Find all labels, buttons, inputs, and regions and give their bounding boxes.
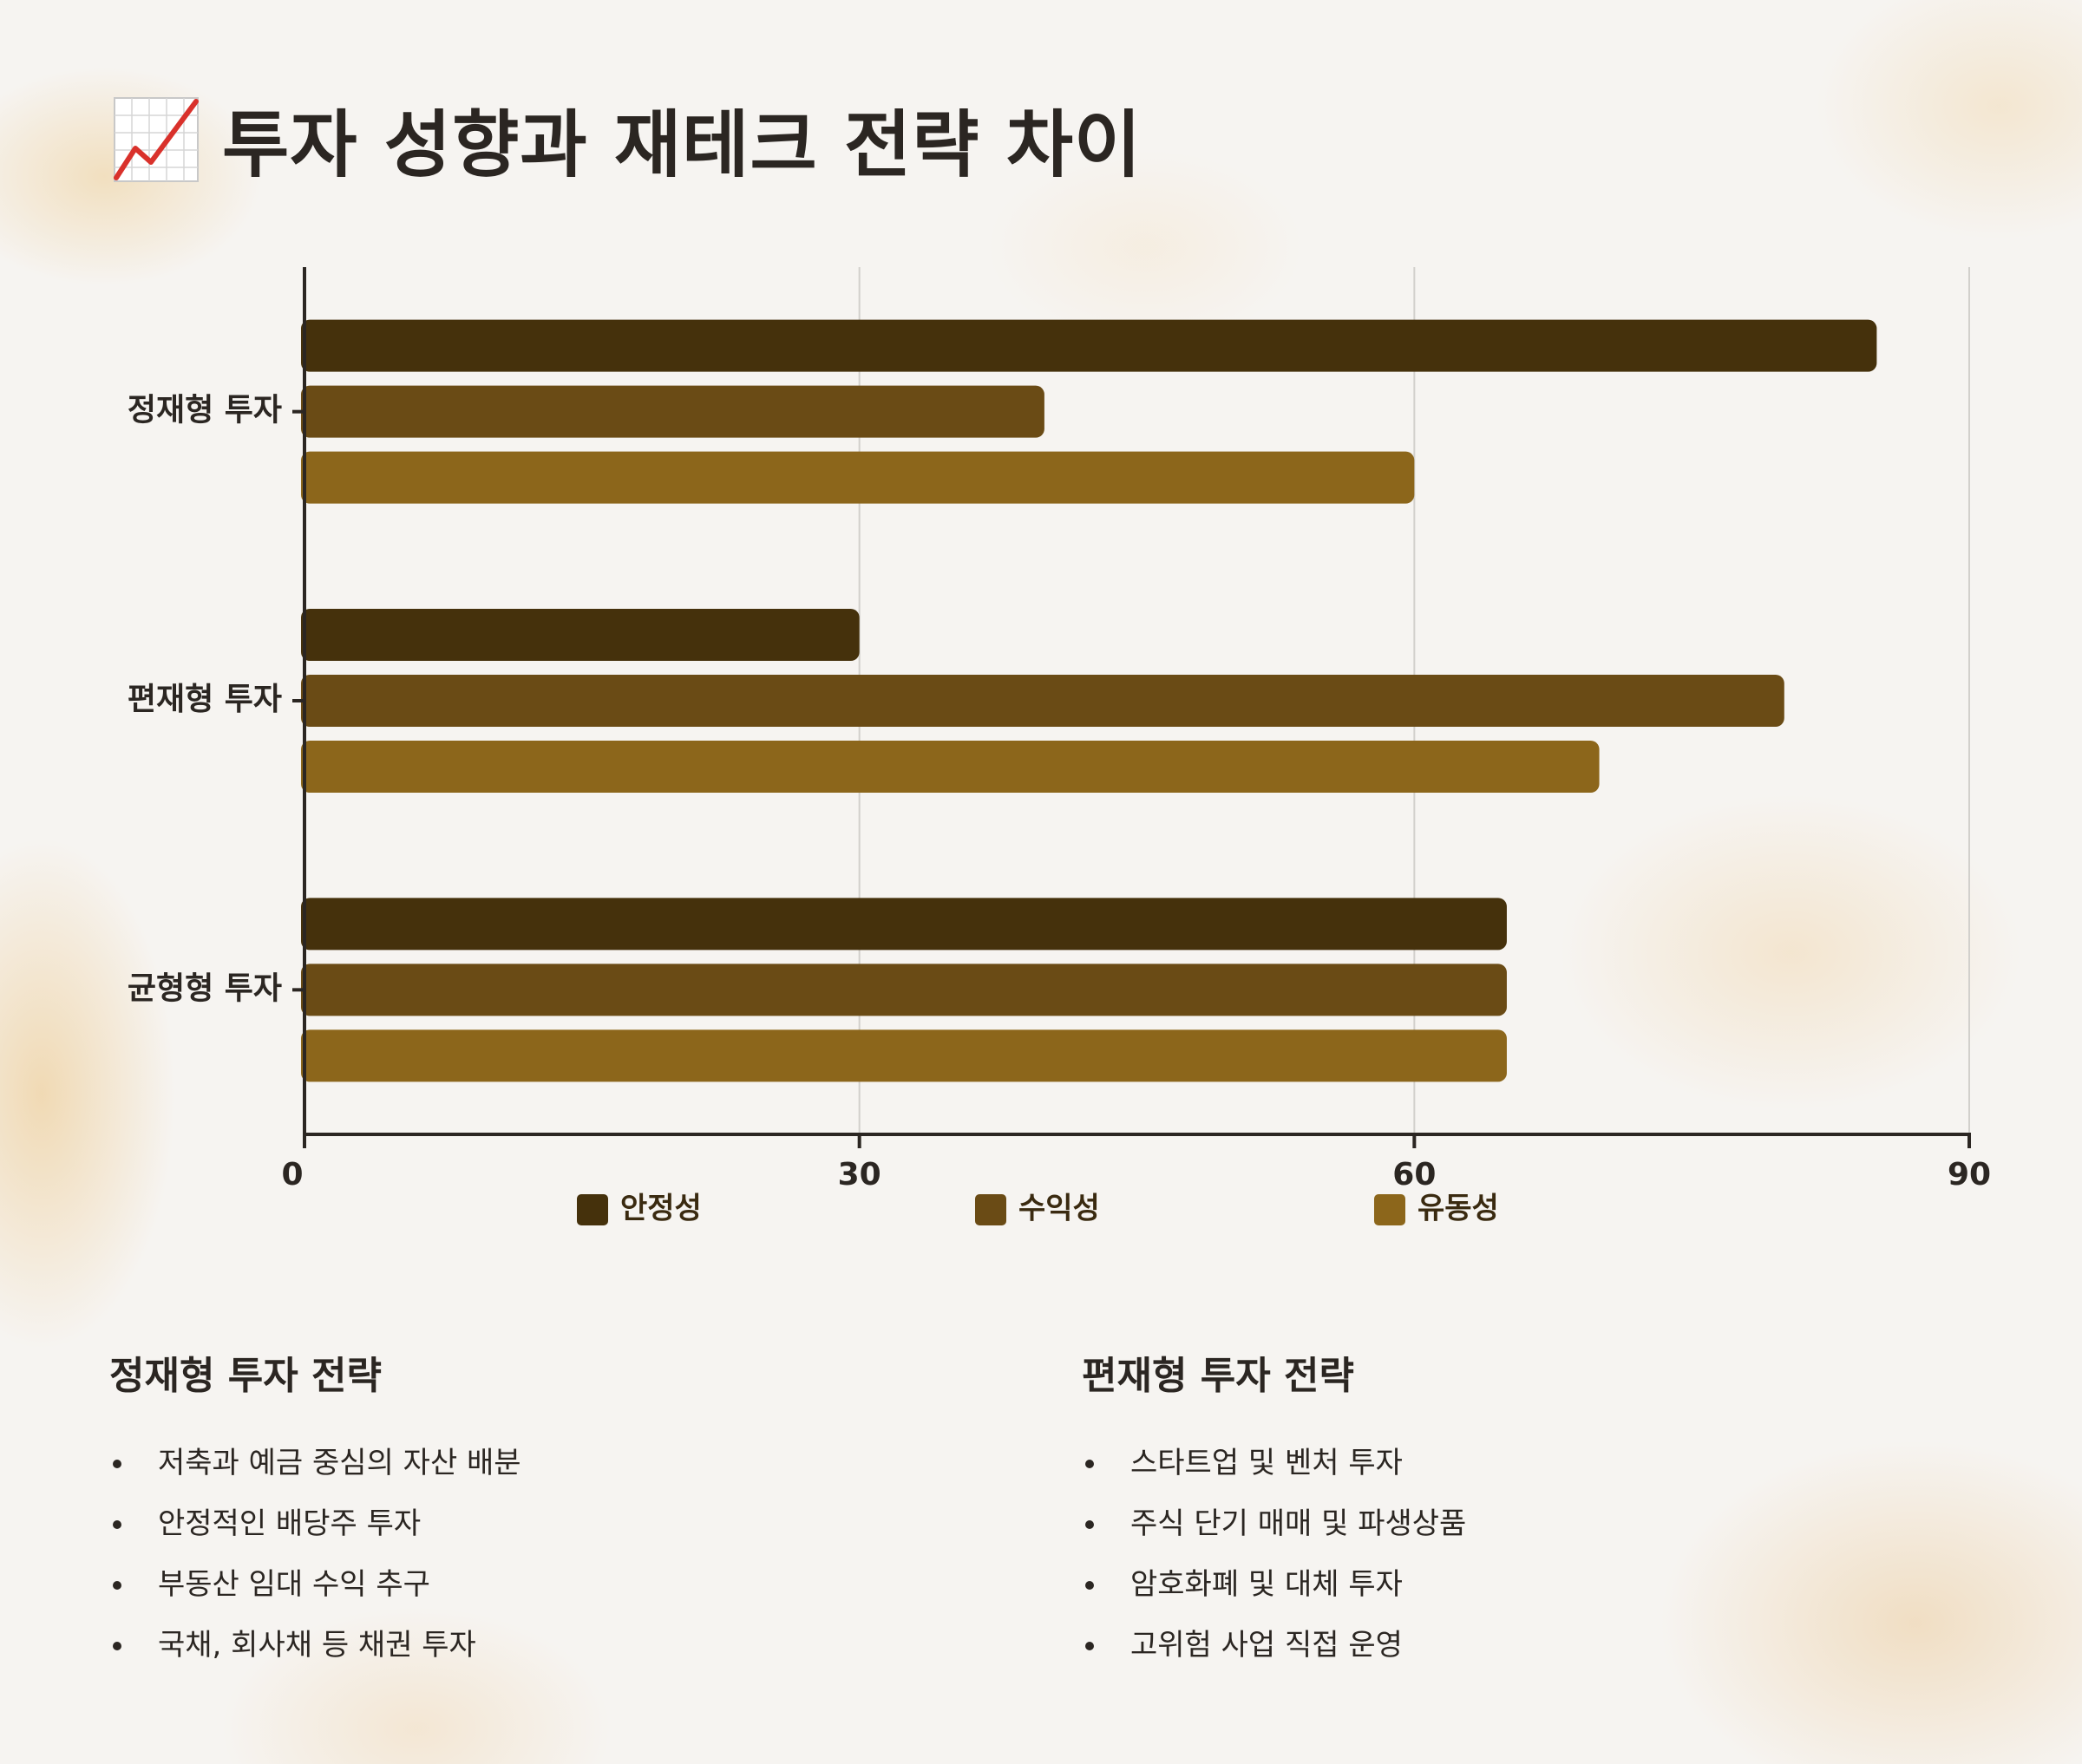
list-item: 부동산 임대 수익 추구 bbox=[109, 1554, 890, 1615]
strategy-panel-jeongjae: 정재형 투자 전략 저축과 예금 중심의 자산 배분 안정적인 배당주 투자 부… bbox=[109, 1344, 890, 1676]
x-tick-label: 90 bbox=[1948, 1157, 1991, 1192]
bar bbox=[301, 1029, 1507, 1082]
bar bbox=[301, 609, 860, 661]
list-item: 국채, 회사채 등 채권 투자 bbox=[109, 1615, 890, 1676]
page-title: 투자 성향과 재테크 전략 차이 bbox=[113, 87, 1142, 192]
list-item: 주식 단기 매매 및 파생상품 bbox=[1082, 1493, 1863, 1554]
list-item: 암호화폐 및 대체 투자 bbox=[1082, 1554, 1863, 1615]
chart-increasing-icon bbox=[114, 96, 199, 182]
bar bbox=[301, 964, 1507, 1016]
strategy-list: 저축과 예금 중심의 자산 배분 안정적인 배당주 투자 부동산 임대 수익 추… bbox=[109, 1433, 890, 1676]
list-item: 안정적인 배당주 투자 bbox=[109, 1493, 890, 1554]
list-item: 고위험 사업 직접 운영 bbox=[1082, 1615, 1863, 1676]
strategy-heading: 편재형 투자 전략 bbox=[1082, 1354, 1354, 1398]
category-label: 균형형 투자 bbox=[128, 970, 282, 1006]
strategy-list: 스타트업 및 벤처 투자 주식 단기 매매 및 파생상품 암호화폐 및 대체 투… bbox=[1082, 1433, 1863, 1676]
bar bbox=[301, 319, 1877, 372]
legend-swatch bbox=[1374, 1194, 1405, 1225]
strategy-heading: 정재형 투자 전략 bbox=[109, 1354, 382, 1398]
category-label: 편재형 투자 bbox=[128, 682, 282, 717]
x-tick-label: 30 bbox=[838, 1157, 881, 1192]
title-text: 투자 성향과 재테크 전략 차이 bbox=[222, 102, 1142, 187]
list-item: 스타트업 및 벤처 투자 bbox=[1082, 1433, 1863, 1493]
legend-label: 수익성 bbox=[1018, 1192, 1100, 1226]
bar bbox=[301, 741, 1600, 793]
bar bbox=[301, 451, 1415, 504]
legend-swatch bbox=[975, 1194, 1006, 1225]
list-item: 저축과 예금 중심의 자산 배분 bbox=[109, 1433, 890, 1493]
bar bbox=[301, 898, 1507, 951]
category-label: 정재형 투자 bbox=[128, 393, 282, 428]
bar bbox=[301, 675, 1784, 727]
legend-swatch bbox=[577, 1194, 608, 1225]
legend-label: 안정성 bbox=[620, 1192, 702, 1226]
x-tick-label: 0 bbox=[281, 1157, 303, 1192]
bar bbox=[301, 385, 1044, 438]
strategy-panel-pyeonjae: 편재형 투자 전략 스타트업 및 벤처 투자 주식 단기 매매 및 파생상품 암… bbox=[1082, 1344, 1863, 1676]
legend-label: 유동성 bbox=[1417, 1192, 1499, 1226]
x-tick-label: 60 bbox=[1392, 1157, 1436, 1192]
